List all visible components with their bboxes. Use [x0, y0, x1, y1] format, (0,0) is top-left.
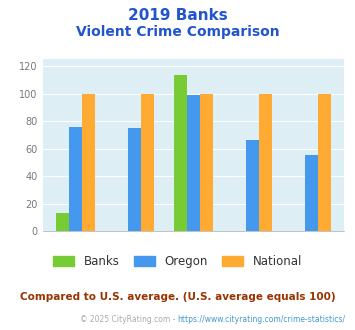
Text: Violent Crime Comparison: Violent Crime Comparison	[76, 25, 279, 39]
Legend: Banks, Oregon, National: Banks, Oregon, National	[48, 250, 307, 273]
Bar	[259, 94, 272, 231]
Bar	[318, 94, 331, 231]
Bar	[246, 140, 259, 231]
Bar	[200, 94, 213, 231]
Bar	[174, 75, 187, 231]
Text: © 2025 CityRating.com -: © 2025 CityRating.com -	[80, 315, 178, 324]
Bar	[56, 213, 69, 231]
Bar	[141, 94, 154, 231]
Bar	[69, 127, 82, 231]
Bar	[187, 95, 200, 231]
Bar	[82, 94, 95, 231]
Text: Compared to U.S. average. (U.S. average equals 100): Compared to U.S. average. (U.S. average …	[20, 292, 335, 302]
Text: 2019 Banks: 2019 Banks	[128, 8, 227, 23]
Bar	[128, 128, 141, 231]
Bar	[305, 155, 318, 231]
Text: https://www.cityrating.com/crime-statistics/: https://www.cityrating.com/crime-statist…	[178, 315, 346, 324]
